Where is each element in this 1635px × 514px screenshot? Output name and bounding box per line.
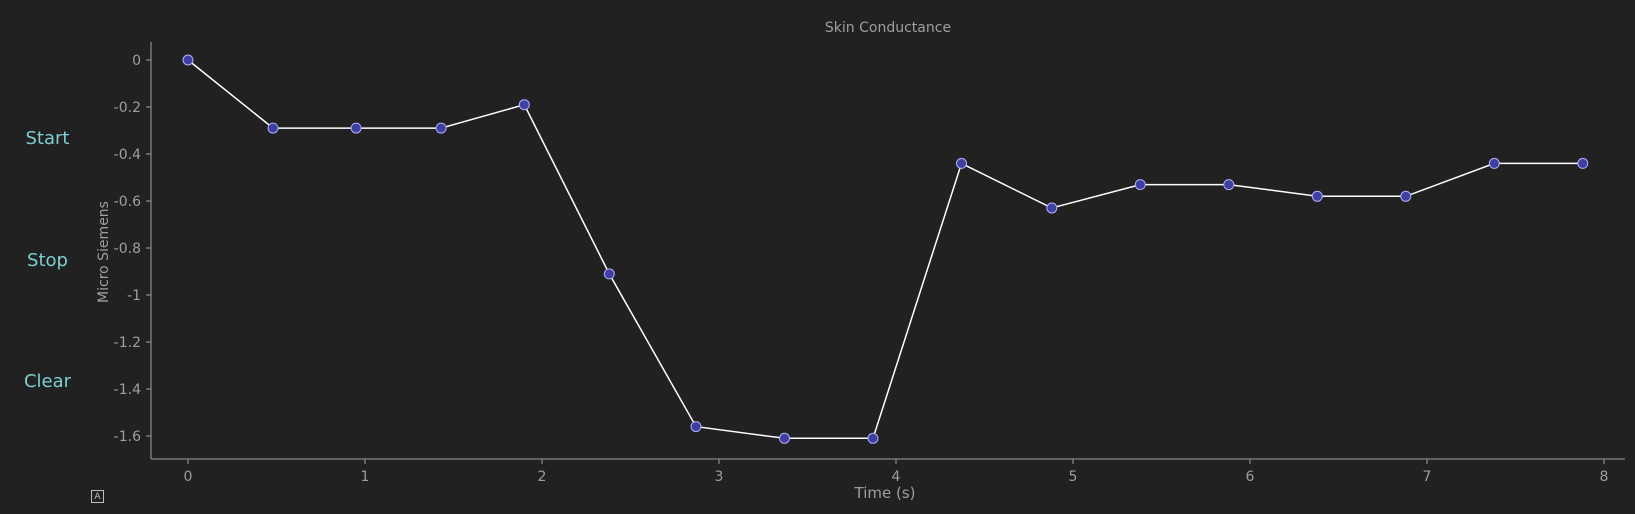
x-tick-label: 7 [1423, 469, 1432, 485]
series-points [182, 54, 1589, 444]
x-tick-label: 4 [892, 469, 901, 485]
x-axis-ticks: 0 1 2 3 4 5 6 7 8 [184, 459, 1609, 485]
y-tick-label: -0.6 [114, 194, 141, 210]
x-tick-label: 8 [1600, 469, 1609, 485]
data-point [435, 122, 447, 134]
data-point [350, 122, 362, 134]
data-point [1134, 179, 1146, 191]
x-axis-label: Time (s) [854, 484, 916, 502]
data-point [1488, 157, 1500, 169]
data-point [1400, 190, 1412, 202]
series-line [187, 59, 1583, 440]
x-tick-label: 1 [361, 469, 370, 485]
data-point [690, 421, 702, 433]
data-point [956, 157, 967, 169]
y-tick-label: -0.4 [114, 147, 141, 163]
data-point [603, 268, 615, 280]
stop-button[interactable]: Stop [27, 250, 68, 271]
x-tick-label: 0 [184, 469, 193, 485]
y-tick-label: 0 [132, 53, 141, 69]
x-tick-label: 6 [1246, 469, 1255, 485]
data-point [1577, 157, 1589, 169]
chart-title: Skin Conductance [825, 20, 951, 36]
data-point [1311, 190, 1323, 202]
y-axis-ticks: 0 -0.2 -0.4 -0.6 -0.8 -1 -1.2 -1.4 -1.6 [114, 53, 151, 445]
y-tick-label: -0.8 [114, 241, 141, 257]
y-tick-label: -1.6 [114, 429, 141, 445]
x-tick-label: 3 [715, 469, 724, 485]
y-axis-label: Micro Siemens [96, 201, 112, 303]
y-tick-label: -1 [127, 288, 141, 304]
y-tick-label: -1.2 [114, 335, 141, 351]
data-point [518, 99, 530, 111]
x-tick-label: 2 [538, 469, 547, 485]
data-point [867, 432, 879, 444]
data-point [779, 432, 790, 444]
clear-button[interactable]: Clear [23, 371, 72, 392]
start-button[interactable]: Start [25, 128, 70, 149]
y-tick-label: -0.2 [114, 100, 141, 116]
y-tick-label: -1.4 [114, 382, 141, 398]
data-point [1046, 202, 1058, 214]
data-point [182, 54, 194, 66]
data-point [1223, 179, 1235, 191]
auto-scale-icon[interactable]: A [91, 490, 104, 503]
x-tick-label: 5 [1069, 469, 1078, 485]
data-point [267, 122, 279, 134]
